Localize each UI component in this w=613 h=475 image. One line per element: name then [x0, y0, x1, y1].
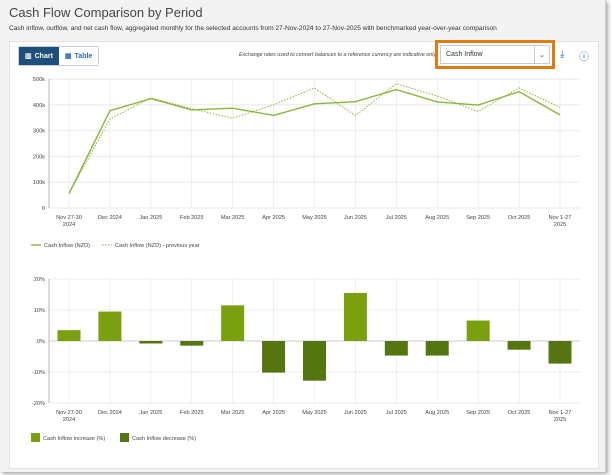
decrease-bar [139, 341, 163, 344]
metric-dropdown[interactable]: Cash Inflow ⌄ [440, 45, 550, 64]
x-tick-label: Nov 27-30 [56, 215, 82, 221]
y-tick-label: 500k [33, 77, 45, 83]
bar-chart-icon: ▥ [25, 53, 32, 60]
increase-bar [221, 305, 245, 341]
increase-bar [466, 320, 490, 341]
x-tick-label: May 2025 [302, 410, 327, 416]
x-tick-label: May 2025 [302, 215, 327, 221]
increase-bar [343, 292, 367, 341]
exchange-rate-note: Exchange rates used to convert balances … [239, 52, 436, 58]
y-tick-label: 0 [42, 206, 45, 212]
legend-swatch-decrease [120, 433, 129, 442]
y-tick-label: 200k [33, 154, 45, 160]
x-tick-label: Apr 2025 [262, 410, 285, 416]
x-tick-label: Jun 2025 [344, 410, 367, 416]
x-tick-label: Oct 2025 [508, 215, 531, 221]
y-tick-label: -20% [32, 401, 45, 407]
x-tick-label: Aug 2025 [425, 410, 449, 416]
x-tick-label: Oct 2025 [508, 410, 531, 416]
y-tick-label: 100k [33, 180, 45, 186]
table-view-button[interactable]: ▦ Table [58, 47, 99, 65]
decrease-bar [303, 341, 326, 381]
legend-label: Cash Inflow decrease (%) [132, 436, 196, 442]
x-tick-label: Feb 2025 [180, 410, 204, 416]
x-tick-label: Nov 1-27 [549, 410, 572, 416]
x-tick-label: Jan 2025 [139, 215, 162, 221]
page-subtitle: Cash inflow, outflow, and net cash flow,… [9, 25, 497, 32]
x-tick-label: Apr 2025 [262, 215, 285, 221]
download-icon[interactable]: ⤓ [560, 49, 565, 60]
decrease-bar [384, 341, 408, 356]
legend-label: Cash Inflow (NZD) [44, 243, 90, 249]
dropdown-highlight: Cash Inflow ⌄ [435, 40, 555, 69]
x-tick-label: 2024 [63, 417, 75, 423]
y-tick-label: 20% [34, 277, 45, 283]
view-toggle: ▥ Chart ▦ Table [18, 46, 100, 66]
info-icon[interactable]: ⓘ [579, 52, 589, 63]
y-tick-label: 300k [33, 129, 45, 135]
x-tick-label: Dec 2024 [98, 410, 122, 416]
decrease-bar [425, 341, 449, 356]
decrease-bar [548, 341, 572, 364]
x-tick-label: Mar 2025 [221, 410, 245, 416]
increase-bar [57, 330, 81, 341]
chart-card [9, 41, 599, 469]
y-tick-label: 0% [37, 339, 45, 345]
increase-bar [98, 311, 122, 341]
x-tick-label: Sep 2025 [466, 410, 490, 416]
x-tick-label: Aug 2025 [425, 215, 449, 221]
y-tick-label: 10% [34, 308, 45, 314]
x-tick-label: Sep 2025 [466, 215, 490, 221]
legend-swatch-increase [31, 433, 40, 442]
table-icon: ▦ [64, 53, 72, 60]
x-tick-label: Mar 2025 [221, 215, 245, 221]
x-tick-label: Jul 2025 [386, 215, 407, 221]
legend-label: Cash Inflow increase (%) [43, 436, 105, 442]
x-tick-label: Jul 2025 [386, 410, 407, 416]
x-tick-label: Jun 2025 [344, 215, 367, 221]
decrease-bar [262, 341, 286, 373]
chevron-down-icon: ⌄ [534, 46, 549, 63]
legend-label: Cash Inflow (NZD) - previous year [115, 243, 200, 249]
chart-view-button[interactable]: ▥ Chart [19, 47, 59, 65]
x-tick-label: Feb 2025 [180, 215, 204, 221]
y-tick-label: -10% [32, 370, 45, 376]
x-tick-label: 2025 [554, 222, 566, 228]
y-tick-label: 400k [33, 103, 45, 109]
x-tick-label: 2025 [554, 417, 566, 423]
decrease-bar [180, 341, 204, 346]
current-line [68, 88, 561, 194]
x-tick-label: Nov 27-30 [56, 410, 82, 416]
decrease-bar [507, 341, 531, 350]
page-title: Cash Flow Comparison by Period [9, 5, 203, 20]
x-tick-label: Jan 2025 [139, 410, 162, 416]
x-tick-label: Dec 2024 [98, 215, 122, 221]
x-tick-label: Nov 1-27 [549, 215, 572, 221]
x-tick-label: 2024 [63, 222, 75, 228]
